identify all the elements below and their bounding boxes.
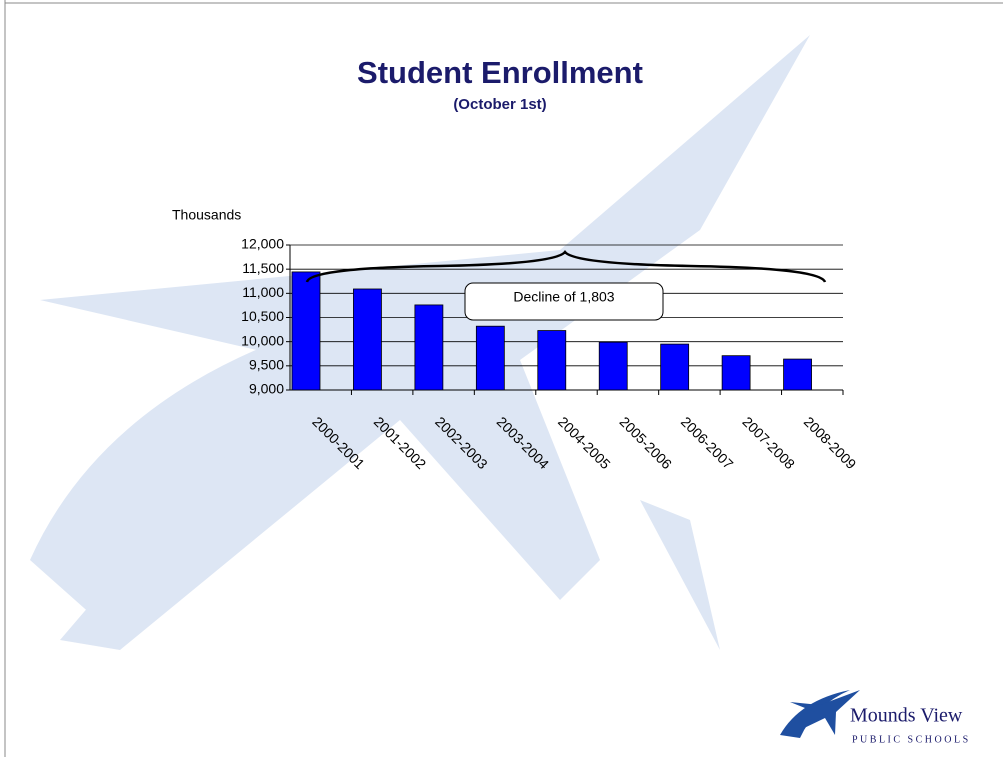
y-tick-label: 10,000 <box>241 332 284 348</box>
y-tick-label: 9,000 <box>249 381 284 397</box>
y-tick-label: 11,000 <box>242 284 284 300</box>
bar <box>661 344 689 390</box>
chart-title: Student Enrollment <box>357 55 643 90</box>
y-tick-label: 9,500 <box>249 357 284 373</box>
bar <box>353 289 381 390</box>
chart-subtitle: (October 1st) <box>453 96 546 113</box>
bar <box>722 356 750 390</box>
annotation: Decline of 1,803 <box>513 289 614 305</box>
logo-name: Mounds View <box>850 705 963 727</box>
y-axis-label: Thousands <box>172 207 241 223</box>
bar <box>599 342 627 390</box>
bar <box>415 305 443 390</box>
bar <box>292 272 320 390</box>
bar <box>784 359 812 390</box>
logo-subtitle: PUBLIC SCHOOLS <box>852 734 971 745</box>
y-tick-label: 12,000 <box>241 236 284 252</box>
bar <box>476 326 504 390</box>
slide: Student Enrollment (October 1st) Thousan… <box>0 0 1003 757</box>
y-tick-label: 11,500 <box>242 260 284 276</box>
bar <box>538 331 566 390</box>
y-tick-label: 10,500 <box>241 308 284 324</box>
